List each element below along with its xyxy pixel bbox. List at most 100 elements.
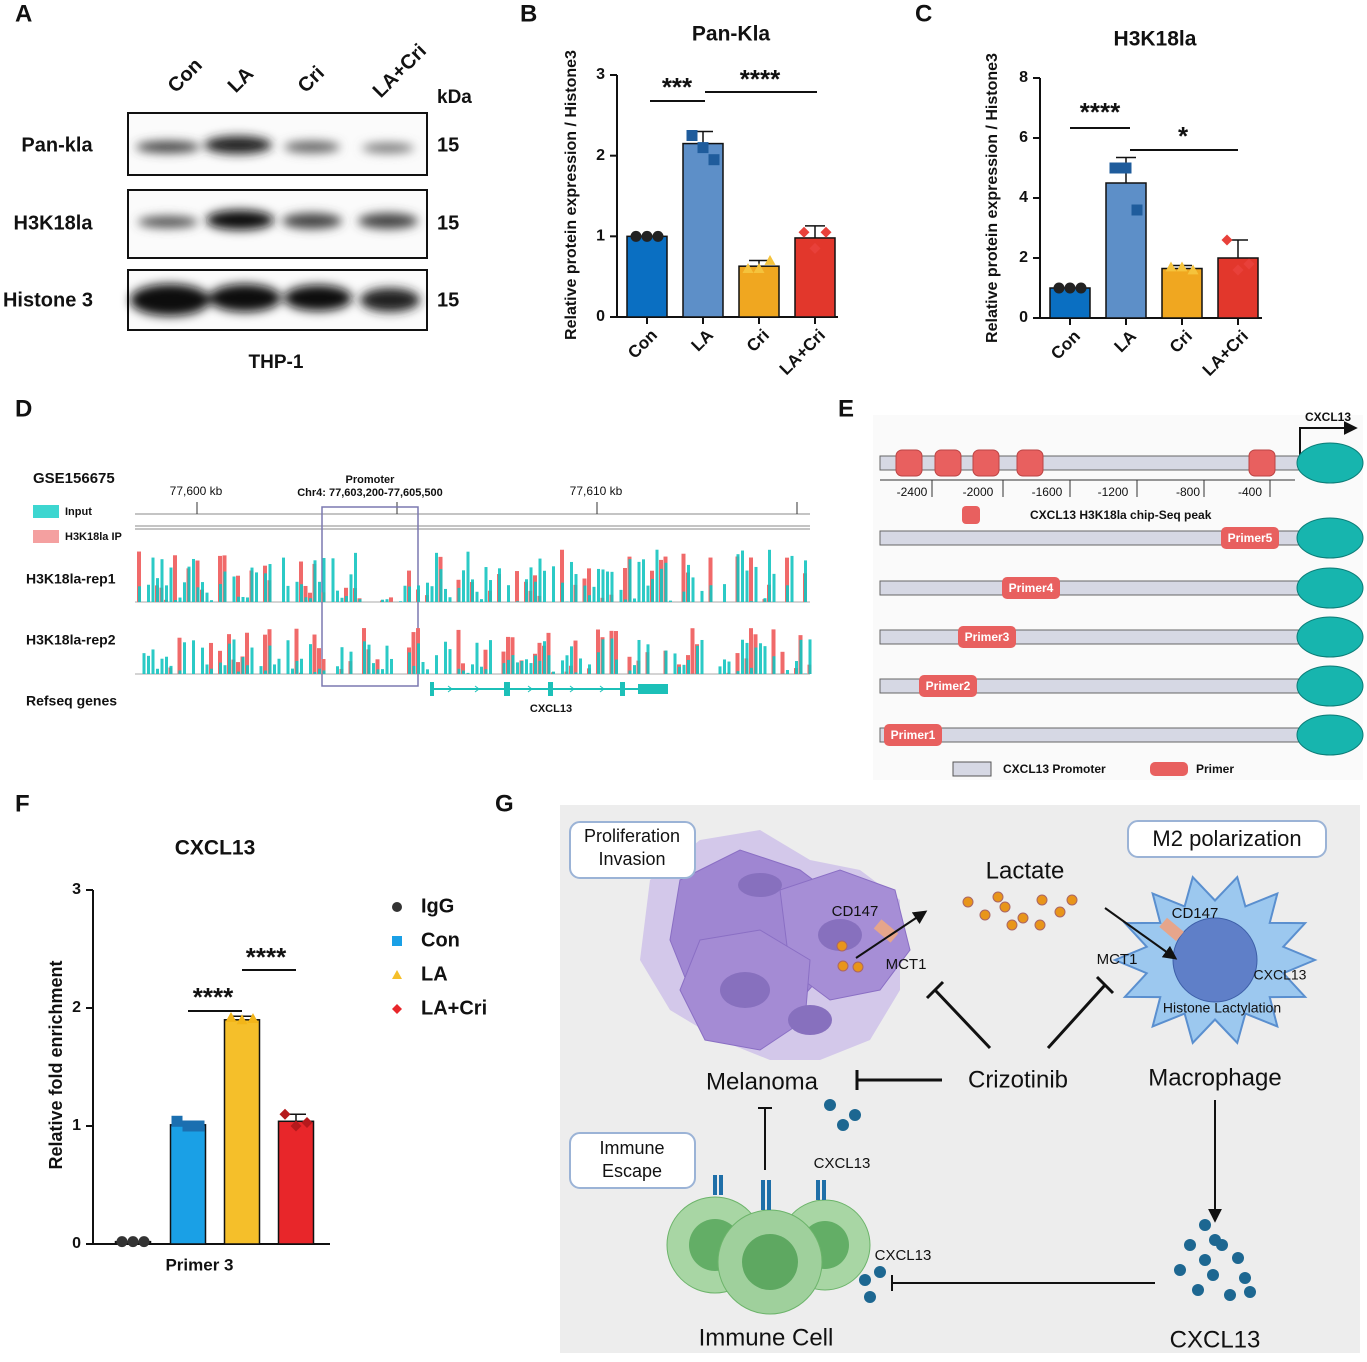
track-bar (633, 665, 636, 674)
track-bar (210, 669, 213, 674)
lane-label: LA (224, 63, 258, 97)
track-bar (800, 640, 803, 674)
gene (1297, 518, 1363, 558)
primer-label: Primer4 (1009, 581, 1054, 595)
nucleus (1173, 918, 1257, 1002)
y-tick-label: 0 (72, 1235, 81, 1252)
lactate-dot (853, 962, 863, 972)
track-bar (143, 653, 146, 674)
track-bar (746, 571, 749, 602)
track-bar (467, 552, 470, 602)
track-bar (696, 646, 699, 674)
bar (279, 1121, 314, 1244)
track-bar (476, 592, 479, 602)
box-text: Proliferation (584, 826, 680, 846)
primer-label: Primer1 (891, 728, 936, 742)
track-bar (701, 640, 704, 674)
track-bar (413, 666, 416, 674)
track-bar (449, 649, 452, 674)
cxcl13-dot (1244, 1286, 1256, 1298)
track-bar (318, 669, 321, 674)
y-tick-label: 6 (1019, 129, 1028, 146)
track-bar (377, 669, 380, 674)
lactate-dot (963, 897, 973, 907)
y-tick-label: 3 (596, 66, 605, 83)
label: CD147 (832, 903, 879, 920)
y-tick-label: 3 (72, 881, 81, 898)
gene (1297, 617, 1363, 657)
track-bar (539, 661, 542, 674)
lactate-dot (1067, 895, 1077, 905)
position-label: -400 (1238, 485, 1262, 499)
panel-d: D GSE156675 Input H3K18la IP 77,600 kb 7… (15, 395, 812, 715)
track-bar (552, 566, 555, 602)
track-bar (237, 672, 240, 674)
bar (683, 144, 723, 317)
point (392, 902, 402, 912)
track-label: H3K18la-rep1 (26, 571, 116, 587)
track-bar (624, 599, 627, 602)
cxcl13-dot (1199, 1254, 1211, 1266)
track-bar (462, 570, 465, 602)
track-bar (764, 646, 767, 674)
point (642, 231, 653, 242)
track-bar (210, 600, 213, 602)
x-tick-label: Con (624, 326, 661, 363)
track-bar (795, 661, 798, 674)
track-bar (233, 577, 236, 602)
legend-text: Primer (1196, 762, 1234, 776)
panel-label: D (15, 395, 32, 422)
track-bar (566, 601, 569, 602)
track-bar (444, 642, 447, 674)
track-bar (737, 671, 740, 674)
chart-title: H3K18la (1114, 28, 1197, 51)
track-bar (539, 559, 542, 602)
legend-swatch (33, 505, 59, 518)
legend-text: CXCL13 Promoter (1003, 762, 1106, 776)
promoter (880, 630, 1305, 644)
peak (1249, 450, 1275, 476)
chart-title: Pan-Kla (692, 23, 771, 46)
kda: 15 (437, 134, 459, 156)
track-bar (530, 567, 533, 602)
track-bar (178, 638, 182, 674)
promoter (880, 728, 1305, 742)
label: Lactate (986, 857, 1065, 884)
gene (1297, 666, 1363, 706)
track-bar (287, 640, 290, 674)
point (172, 1116, 183, 1127)
cell-line: THP-1 (249, 352, 304, 373)
track-bar (570, 646, 573, 674)
cxcl13-dot (1224, 1289, 1236, 1301)
track-bar (602, 639, 605, 674)
track-bar (417, 585, 420, 602)
point (1166, 262, 1177, 272)
primer-label: Primer3 (965, 630, 1010, 644)
track-bar (282, 558, 285, 602)
track-bar (597, 652, 600, 674)
panel-label: C (915, 0, 932, 27)
track-bar (359, 599, 362, 602)
track-bar (691, 628, 695, 674)
x-tick-label: LA (1111, 327, 1140, 356)
x-tick-label: Primer 3 (165, 1255, 233, 1274)
track-bar (602, 569, 605, 602)
track-bar (332, 558, 335, 602)
track-bar (219, 584, 222, 602)
unit: kDa (437, 87, 472, 108)
track-bar (372, 663, 375, 674)
y-tick-label: 4 (1019, 189, 1028, 206)
track-bar (791, 556, 794, 602)
track-bar (291, 669, 294, 674)
bar (1162, 269, 1202, 319)
lactate-dot (1055, 907, 1065, 917)
track-bar (516, 601, 519, 602)
y-tick-label: 2 (1019, 249, 1028, 266)
row-label: H3K18la (14, 212, 94, 234)
track-bar (350, 652, 353, 674)
lactate-dot (837, 941, 847, 951)
lactate-dot (1007, 920, 1017, 930)
x-tick-label: LA+Cri (1199, 327, 1252, 380)
lactate-dot (1037, 895, 1047, 905)
panel-e: E CXCL13 CXCL13 H3K18la chip-Seq peak CX… (838, 395, 1363, 780)
